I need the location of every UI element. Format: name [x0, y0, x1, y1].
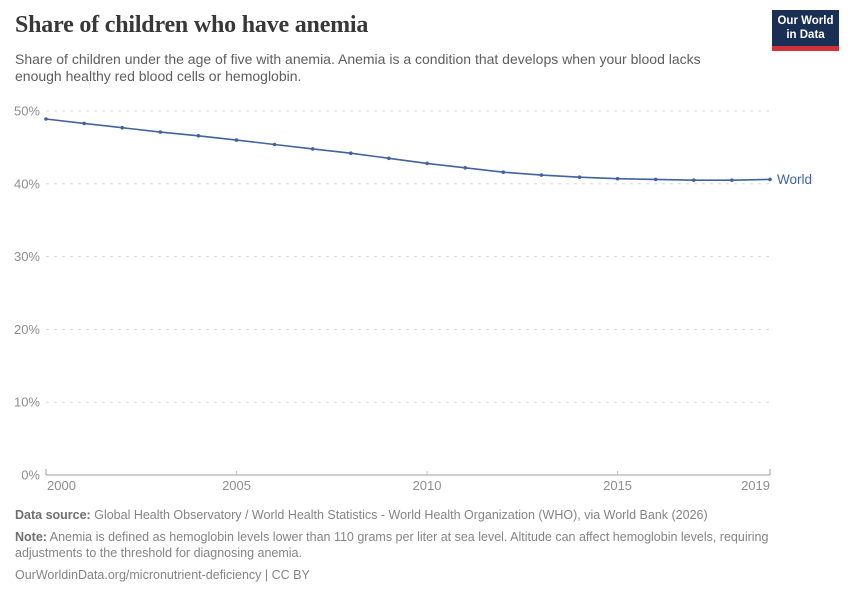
footer-url: OurWorldinData.org/micronutrient-deficie… — [15, 568, 310, 582]
series-label[interactable]: World — [777, 172, 812, 187]
data-point[interactable] — [615, 176, 620, 181]
data-point[interactable] — [310, 147, 315, 151]
data-point[interactable] — [196, 134, 201, 138]
owid-logo-line2: in Data — [786, 28, 825, 41]
data-point[interactable] — [158, 130, 163, 134]
y-axis-label: 50% — [14, 104, 40, 119]
x-axis-label: 2000 — [47, 478, 76, 493]
data-point[interactable] — [234, 138, 239, 142]
data-point[interactable] — [653, 177, 658, 182]
note-line: Note: Anemia is defined as hemoglobin le… — [15, 530, 815, 561]
y-axis-label: 40% — [14, 176, 40, 191]
chart-subtitle: Share of children under the age of five … — [15, 51, 701, 84]
data-point[interactable] — [387, 156, 391, 161]
data-source-label: Data source: — [15, 508, 91, 522]
y-axis-label: 10% — [14, 395, 40, 410]
data-source-line: Data source: Global Health Observatory /… — [15, 508, 815, 524]
note-text: Anemia is defined as hemoglobin levels l… — [15, 530, 769, 560]
y-axis-label: 20% — [14, 322, 40, 337]
x-axis-label: 2015 — [603, 478, 632, 493]
data-point[interactable] — [501, 170, 506, 174]
series-line[interactable] — [45, 118, 771, 181]
data-point[interactable] — [425, 161, 429, 166]
note-label: Note: — [15, 530, 47, 544]
data-point[interactable] — [82, 121, 86, 126]
data-point[interactable] — [692, 178, 696, 182]
data-point[interactable] — [463, 166, 468, 170]
line-chart[interactable]: 0% 10% 20% 30% 40% 50% 2000 2005 2010 2015 2019 Wor… — [0, 95, 850, 500]
y-axis-label: 0% — [21, 468, 40, 483]
owid-logo[interactable]: Our World in Data — [772, 10, 839, 51]
data-point[interactable] — [539, 173, 544, 177]
data-point[interactable] — [730, 178, 734, 182]
data-point[interactable] — [577, 175, 582, 179]
x-axis-label: 2005 — [222, 478, 251, 493]
page-title: Share of children who have anemia — [15, 12, 369, 38]
chart-footer: Data source: Global Health Observatory /… — [15, 508, 815, 584]
x-axis-label: 2019 — [741, 478, 770, 493]
x-axis-label: 2010 — [413, 478, 442, 493]
data-point[interactable] — [768, 177, 772, 182]
data-point[interactable] — [120, 125, 124, 130]
data-point[interactable] — [44, 117, 48, 121]
owid-logo-line1: Our World — [777, 15, 834, 27]
y-axis-label: 30% — [14, 249, 40, 264]
data-point[interactable] — [349, 151, 353, 155]
data-point[interactable] — [272, 142, 277, 147]
data-source-text: Global Health Observatory / World Health… — [94, 508, 708, 522]
